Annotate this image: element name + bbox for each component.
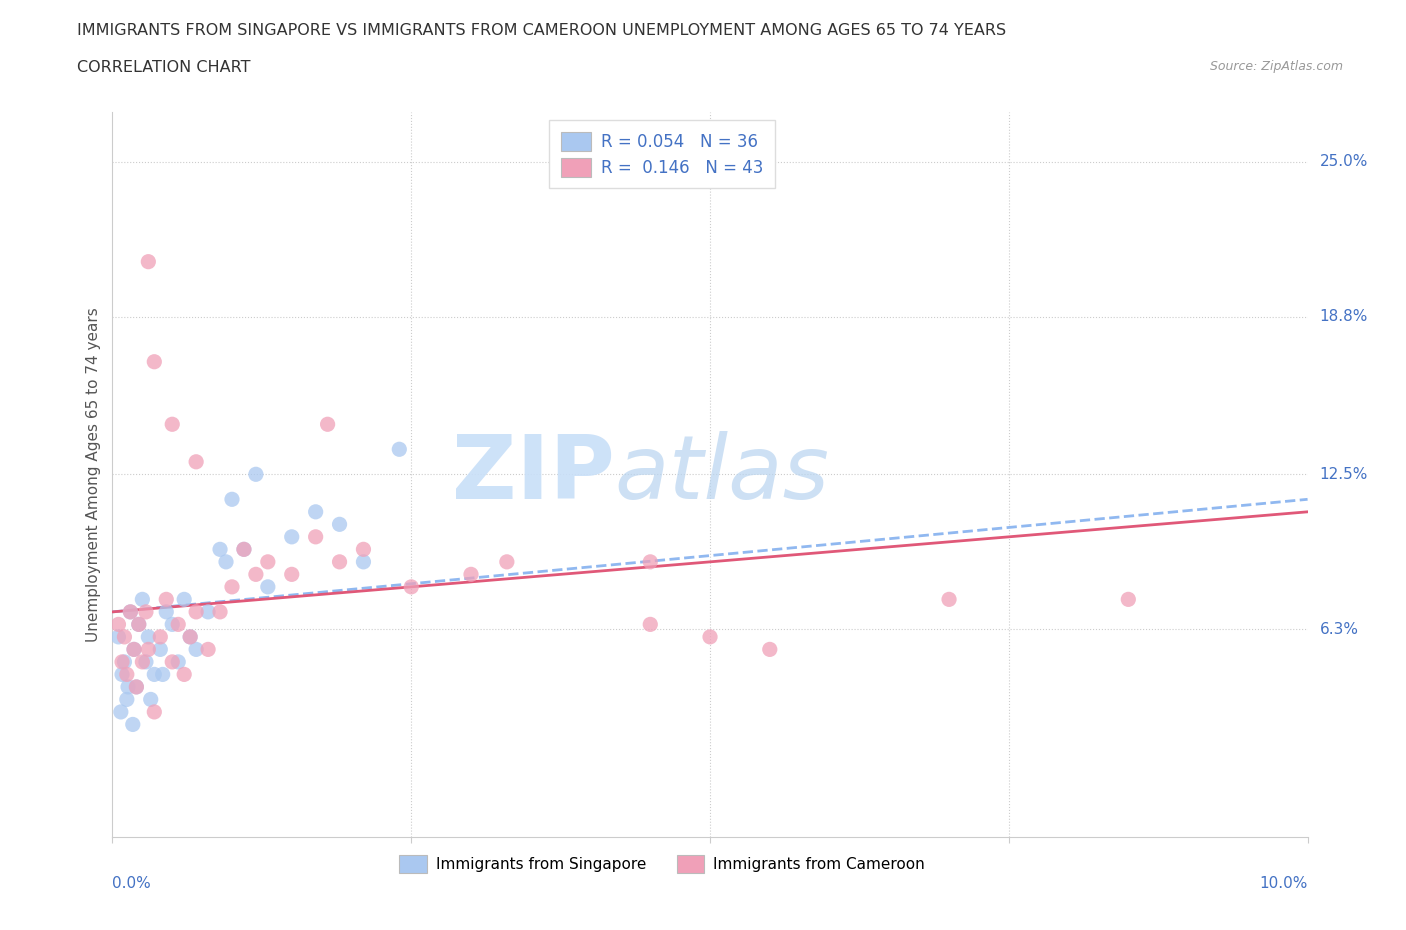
Point (149, 642, 172, 657)
Point (128, 617, 150, 631)
Point (329, 517, 352, 532)
Point (167, 617, 190, 631)
Point (138, 630, 160, 644)
Point (179, 630, 201, 644)
Point (120, 604, 142, 619)
Point (143, 705, 166, 720)
Text: IMMIGRANTS FROM SINGAPORE VS IMMIGRANTS FROM CAMEROON UNEMPLOYMENT AMONG AGES 65: IMMIGRANTS FROM SINGAPORE VS IMMIGRANTS … (77, 23, 1007, 38)
Point (221, 579, 243, 594)
Point (162, 417, 183, 432)
Text: Source: ZipAtlas.com: Source: ZipAtlas.com (1209, 60, 1343, 73)
Point (131, 655, 153, 670)
Point (152, 667, 174, 682)
Point (209, 542, 232, 557)
Point (138, 254, 160, 269)
Point (233, 542, 256, 557)
Point (197, 642, 219, 657)
Point (186, 604, 208, 619)
Point (120, 604, 142, 619)
Point (1118, 591, 1140, 606)
Point (114, 630, 135, 644)
Point (115, 692, 138, 707)
Point (496, 554, 519, 569)
Point (117, 680, 139, 695)
Point (257, 554, 280, 569)
Point (329, 554, 352, 569)
Point (179, 630, 201, 644)
Point (111, 667, 134, 682)
Point (155, 591, 177, 606)
Point (353, 542, 375, 557)
Point (305, 504, 328, 519)
Point (107, 617, 129, 631)
Point (162, 655, 183, 670)
Point (186, 455, 208, 470)
Point (215, 554, 238, 569)
Point (209, 604, 232, 619)
Point (305, 529, 328, 544)
Point (111, 655, 134, 670)
Point (245, 567, 267, 582)
Point (173, 667, 195, 682)
Point (257, 579, 280, 594)
Point (281, 567, 304, 582)
Text: atlas: atlas (614, 432, 830, 517)
Point (115, 667, 138, 682)
Point (699, 630, 721, 644)
Point (122, 642, 145, 657)
Point (938, 591, 960, 606)
Text: 0.0%: 0.0% (112, 876, 152, 891)
Point (167, 655, 190, 670)
Text: 18.8%: 18.8% (1320, 309, 1368, 325)
Point (138, 642, 160, 657)
Point (143, 667, 166, 682)
Point (121, 717, 143, 732)
Point (149, 630, 172, 644)
Point (143, 354, 166, 369)
Point (131, 591, 153, 606)
Point (460, 567, 482, 582)
Point (640, 617, 662, 631)
Point (759, 642, 782, 657)
Point (316, 417, 339, 432)
Text: 12.5%: 12.5% (1320, 467, 1368, 482)
Point (135, 655, 157, 670)
Point (221, 492, 243, 507)
Point (233, 542, 256, 557)
Text: 10.0%: 10.0% (1260, 876, 1308, 891)
Point (107, 630, 129, 644)
Point (281, 529, 304, 544)
Point (125, 680, 148, 695)
Text: 6.3%: 6.3% (1320, 622, 1358, 637)
Point (139, 692, 162, 707)
Point (162, 617, 183, 631)
Point (155, 604, 177, 619)
Point (110, 705, 132, 720)
Legend: Immigrants from Singapore, Immigrants from Cameroon: Immigrants from Singapore, Immigrants fr… (392, 847, 932, 880)
Point (401, 579, 423, 594)
Y-axis label: Unemployment Among Ages 65 to 74 years: Unemployment Among Ages 65 to 74 years (86, 307, 101, 642)
Point (122, 642, 145, 657)
Point (173, 591, 195, 606)
Point (135, 604, 157, 619)
Point (353, 554, 375, 569)
Point (125, 680, 148, 695)
Text: ZIP: ZIP (451, 431, 614, 518)
Point (186, 642, 208, 657)
Point (128, 617, 150, 631)
Point (245, 467, 267, 482)
Point (388, 442, 411, 457)
Point (114, 655, 135, 670)
Point (197, 604, 219, 619)
Text: CORRELATION CHART: CORRELATION CHART (77, 60, 250, 75)
Point (640, 554, 662, 569)
Text: 25.0%: 25.0% (1320, 154, 1368, 169)
